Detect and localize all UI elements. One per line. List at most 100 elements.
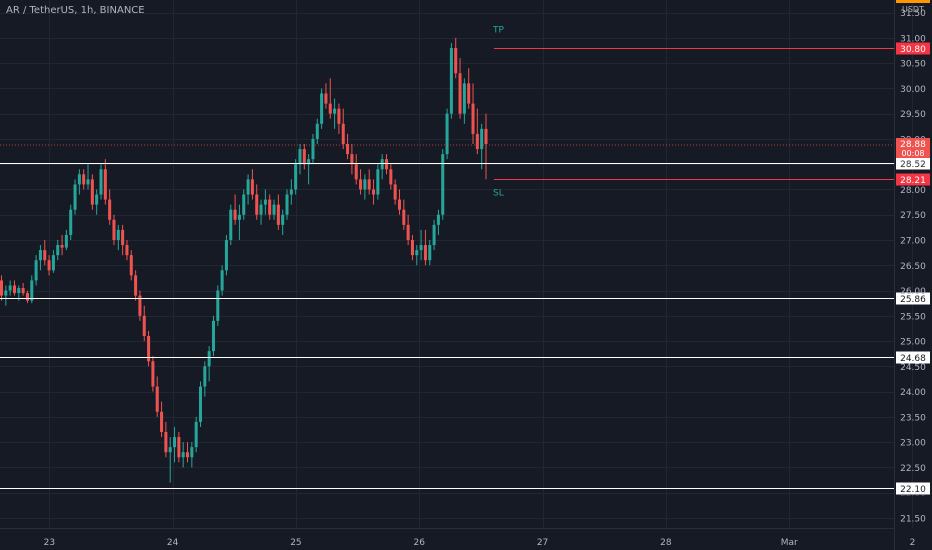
candle-body [311, 138, 315, 160]
candle [246, 174, 250, 205]
candle [229, 204, 233, 246]
candle-body [4, 290, 8, 296]
candle [333, 98, 337, 129]
candle-body [376, 169, 380, 195]
candle [220, 265, 224, 296]
candle-body [346, 144, 350, 155]
candles [0, 37, 488, 483]
price-line-badge [896, 173, 930, 186]
candle [0, 275, 4, 301]
candle [95, 189, 99, 215]
candle [445, 108, 449, 160]
candle [307, 154, 311, 185]
x-tick-label: 26 [414, 538, 426, 548]
candle [99, 164, 103, 200]
candle [12, 280, 16, 296]
y-tick-label: 24.00 [900, 388, 926, 398]
candle-body [449, 48, 453, 114]
candle [268, 194, 272, 220]
candle-body [203, 366, 207, 387]
candle [480, 123, 484, 170]
candle [4, 285, 8, 306]
y-tick-label: 23.00 [900, 439, 926, 449]
candle [436, 209, 440, 235]
candle-body [185, 452, 190, 458]
y-tick-label: 26.00 [900, 287, 926, 297]
candle [320, 88, 324, 129]
candle [441, 149, 445, 220]
candle-body [47, 260, 51, 271]
candle-body [410, 240, 414, 256]
candle [134, 270, 138, 301]
x-tick-label: 25 [290, 538, 301, 548]
y-tick-label: 22.50 [900, 464, 926, 474]
candle-body [454, 48, 458, 74]
candle-body [138, 295, 142, 316]
candle-body [307, 159, 311, 165]
y-tick-label: 30.50 [900, 60, 926, 70]
candle-body [82, 174, 86, 185]
candle-body [397, 199, 401, 210]
candle [384, 154, 389, 175]
symbol-title: AR / TetherUS, 1h, BINANCE [6, 5, 145, 16]
candle-body [263, 199, 267, 205]
y-tick-label: 31.00 [900, 34, 926, 44]
candle-body [12, 285, 16, 294]
candle [458, 58, 462, 119]
candle-body [147, 336, 151, 362]
candle-body [51, 255, 55, 271]
candle [121, 224, 125, 256]
candle [34, 255, 38, 286]
candle [224, 234, 228, 276]
candle [160, 401, 164, 438]
candle-body [406, 224, 410, 240]
candle-body [359, 179, 363, 190]
candle-body [64, 234, 68, 248]
y-tick-label: 24.50 [900, 363, 926, 373]
candle-body [73, 184, 77, 210]
candle-body [467, 83, 471, 104]
candle-body [380, 159, 384, 170]
candle-body [121, 229, 125, 246]
candle-body [233, 209, 237, 220]
candle [177, 432, 181, 463]
candle-body [415, 250, 419, 256]
candle-body [173, 437, 177, 448]
candle-body [246, 179, 250, 195]
candle-body [25, 293, 29, 301]
candle-body [237, 214, 241, 220]
candle-body [333, 108, 337, 114]
y-tick-label: 26.50 [900, 262, 926, 272]
candle [272, 199, 276, 220]
candle-body [250, 179, 254, 195]
candle-body [116, 229, 120, 240]
price-line-badge [896, 482, 930, 495]
price-line-badge [896, 157, 930, 170]
candle [8, 280, 12, 296]
candle [471, 83, 475, 144]
candle [302, 144, 306, 170]
candle-body [108, 199, 112, 220]
candle-body [155, 386, 159, 412]
candle-body [480, 128, 484, 150]
candle [129, 250, 133, 281]
candle-body [211, 320, 215, 352]
y-axis: 21.50 22.00 22.50 23.00 23.50 24.00 24.50 25.00… [900, 9, 926, 524]
candle-body [419, 245, 423, 251]
candle [359, 169, 363, 195]
candle-body [294, 164, 298, 190]
candle [151, 356, 155, 392]
candle-body [471, 103, 475, 134]
price-line-badge [896, 292, 930, 305]
candle [393, 179, 397, 205]
candle-body [125, 245, 129, 256]
candle [216, 285, 220, 326]
candle [276, 194, 280, 230]
price-line-badge-label: 30.80 [900, 45, 926, 55]
price-line-badge [896, 42, 930, 55]
candle [203, 361, 207, 397]
candle-body [86, 179, 90, 185]
candle [242, 189, 246, 220]
